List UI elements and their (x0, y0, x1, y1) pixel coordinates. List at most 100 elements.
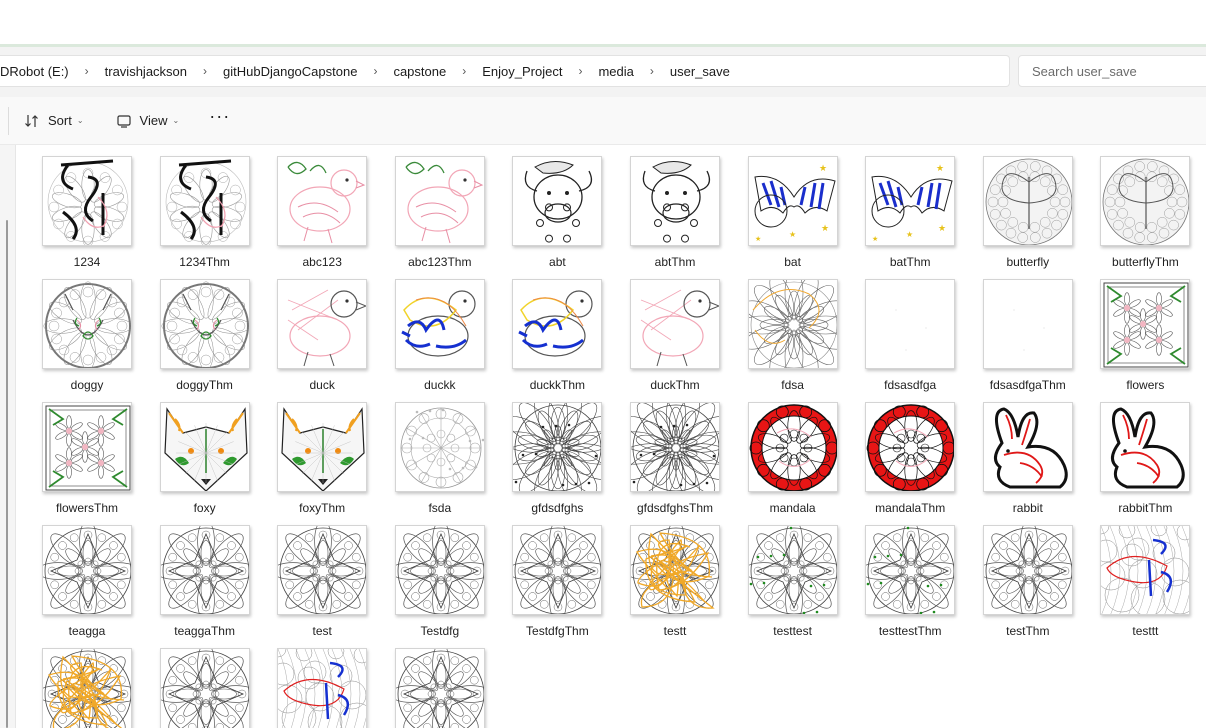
file-thumbnail[interactable]: ★ ★ ★ ★ (865, 156, 956, 246)
file-item[interactable]: fdsasdfga (850, 269, 960, 392)
breadcrumb-separator-icon[interactable]: › (462, 64, 467, 78)
breadcrumb-item[interactable]: Enjoy_Project (482, 63, 563, 79)
file-thumbnail[interactable] (630, 156, 720, 246)
file-item[interactable]: abtThm (615, 146, 725, 269)
file-item[interactable]: testThm (968, 515, 1078, 638)
file-thumbnail[interactable] (42, 279, 132, 369)
file-thumbnail[interactable] (159, 648, 250, 728)
file-thumbnail[interactable] (747, 402, 838, 492)
more-options-button[interactable]: ··· (209, 106, 231, 126)
file-thumbnail[interactable] (159, 402, 250, 492)
file-thumbnail[interactable] (512, 279, 603, 369)
file-item[interactable]: abc123 (262, 146, 372, 269)
file-thumbnail[interactable] (982, 402, 1073, 492)
file-thumbnail[interactable] (512, 156, 603, 246)
file-thumbnail[interactable] (394, 279, 485, 369)
file-thumbnail[interactable] (982, 156, 1073, 246)
breadcrumb-separator-icon[interactable]: › (373, 64, 378, 78)
file-thumbnail[interactable] (865, 525, 956, 615)
file-item[interactable]: testtest (733, 515, 843, 638)
file-thumbnail[interactable] (982, 525, 1073, 615)
file-item[interactable]: rabbit (968, 392, 1078, 515)
file-thumbnail[interactable] (42, 402, 132, 492)
file-item[interactable]: testt (615, 515, 725, 638)
file-thumbnail[interactable] (277, 402, 368, 492)
file-item[interactable]: rabbitThm (1085, 392, 1195, 515)
file-thumbnail[interactable] (42, 648, 132, 728)
file-item[interactable]: fdsa (733, 269, 843, 392)
file-item[interactable]: butterfly (968, 146, 1078, 269)
breadcrumb-separator-icon[interactable]: › (203, 64, 208, 78)
file-thumbnail[interactable] (394, 402, 485, 492)
file-item[interactable]: 1234 (27, 146, 137, 269)
file-item[interactable]: flowersThm (27, 392, 137, 515)
file-item[interactable]: doggyThm (145, 269, 255, 392)
file-item[interactable]: doggy (27, 269, 137, 392)
file-item[interactable]: teagga (27, 515, 137, 638)
file-thumbnail[interactable] (42, 156, 132, 246)
file-thumbnail[interactable] (277, 279, 368, 369)
file-item[interactable]: teaggaThm (145, 515, 255, 638)
file-item[interactable]: gfdsdfghs (497, 392, 607, 515)
file-thumbnail[interactable] (865, 402, 956, 492)
file-item[interactable] (27, 638, 137, 728)
file-thumbnail[interactable] (277, 648, 368, 728)
address-bar[interactable]: DRobot (E:) › travishjackson › gitHubDjangoC… (0, 55, 1010, 87)
file-item[interactable]: Testdfg (380, 515, 490, 638)
file-thumbnail[interactable] (394, 648, 485, 728)
file-item[interactable]: abt (497, 146, 607, 269)
file-item[interactable] (262, 638, 372, 728)
file-thumbnail[interactable] (159, 279, 250, 369)
file-thumbnail[interactable] (982, 279, 1073, 369)
file-thumbnail[interactable] (1100, 279, 1191, 369)
file-thumbnail[interactable] (1100, 402, 1191, 492)
file-thumbnail[interactable] (277, 156, 368, 246)
file-item[interactable]: fsda (380, 392, 490, 515)
file-thumbnail[interactable] (512, 402, 603, 492)
file-thumbnail[interactable] (747, 279, 838, 369)
file-item[interactable] (380, 638, 490, 728)
file-item[interactable]: ★ ★ ★ ★ bat (733, 146, 843, 269)
file-item[interactable] (145, 638, 255, 728)
navigation-scrollbar[interactable] (6, 220, 8, 728)
file-item[interactable]: mandalaThm (850, 392, 960, 515)
search-box[interactable]: Search user_save (1018, 55, 1206, 87)
file-thumbnail[interactable] (159, 525, 250, 615)
file-item[interactable]: mandala (733, 392, 843, 515)
file-item[interactable]: flowers (1085, 269, 1195, 392)
breadcrumb-separator-icon[interactable]: › (578, 64, 583, 78)
breadcrumb-item[interactable]: DRobot (E:) (0, 63, 69, 79)
file-thumbnail[interactable] (1100, 156, 1191, 246)
file-thumbnail[interactable] (42, 525, 132, 615)
file-item[interactable]: duckk (380, 269, 490, 392)
breadcrumb-item[interactable]: media (598, 63, 634, 79)
breadcrumb-item[interactable]: user_save (669, 63, 730, 79)
file-item[interactable]: testtt (1085, 515, 1195, 638)
file-item[interactable]: abc123Thm (380, 146, 490, 269)
file-thumbnail[interactable] (747, 525, 838, 615)
file-item[interactable]: butterflyThm (1085, 146, 1195, 269)
file-item[interactable]: testtestThm (850, 515, 960, 638)
breadcrumb-item[interactable]: capstone (393, 63, 447, 79)
breadcrumb-item[interactable]: gitHubDjangoCapstone (223, 63, 358, 79)
breadcrumb-separator-icon[interactable]: › (649, 64, 654, 78)
file-thumbnail[interactable] (630, 402, 720, 492)
file-thumbnail[interactable] (512, 525, 603, 615)
sort-button[interactable]: Sort ⌄ (16, 106, 92, 136)
file-thumbnail[interactable]: ★ ★ ★ ★ (747, 156, 838, 246)
file-thumbnail[interactable] (394, 156, 485, 246)
file-thumbnail[interactable] (865, 279, 956, 369)
view-button[interactable]: View ⌄ (108, 106, 188, 136)
file-item[interactable]: duckkThm (497, 269, 607, 392)
file-item[interactable]: fdsasdfgaThm (968, 269, 1078, 392)
file-item[interactable]: duck (262, 269, 372, 392)
file-item[interactable]: test (262, 515, 372, 638)
file-item[interactable]: 1234Thm (145, 146, 255, 269)
file-thumbnail[interactable] (277, 525, 368, 615)
file-thumbnail[interactable] (630, 525, 720, 615)
file-thumbnail[interactable] (394, 525, 485, 615)
file-thumbnail[interactable] (159, 156, 250, 246)
file-thumbnail[interactable] (630, 279, 720, 369)
search-input[interactable]: Search user_save (1032, 63, 1137, 79)
file-item[interactable]: foxyThm (262, 392, 372, 515)
